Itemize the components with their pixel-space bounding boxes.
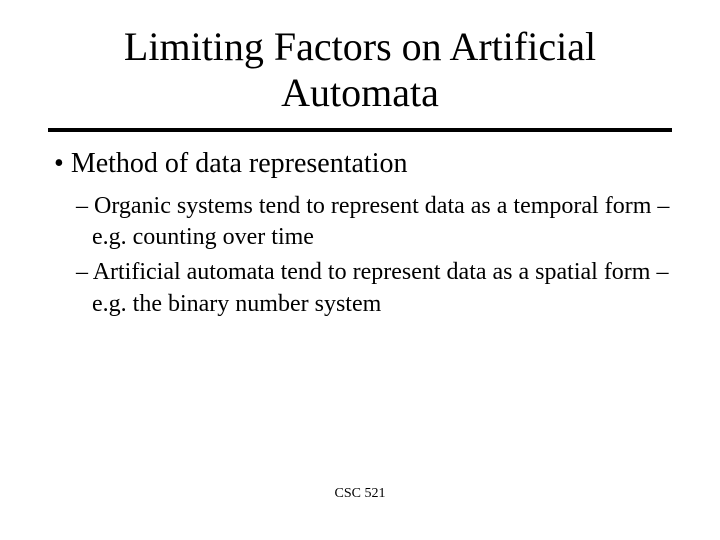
slide-footer: CSC 521	[0, 486, 720, 502]
slide: Limiting Factors on Artificial Automata …	[0, 0, 720, 540]
slide-title: Limiting Factors on Artificial Automata	[48, 24, 672, 124]
title-line-2: Automata	[281, 70, 439, 115]
bullet-level-2: Organic systems tend to represent data a…	[92, 191, 672, 253]
title-rule	[48, 128, 672, 132]
title-line-1: Limiting Factors on Artificial	[124, 24, 596, 69]
bullet-level-2: Artificial automata tend to represent da…	[92, 257, 672, 319]
bullet-level-1: Method of data representation	[54, 146, 672, 181]
